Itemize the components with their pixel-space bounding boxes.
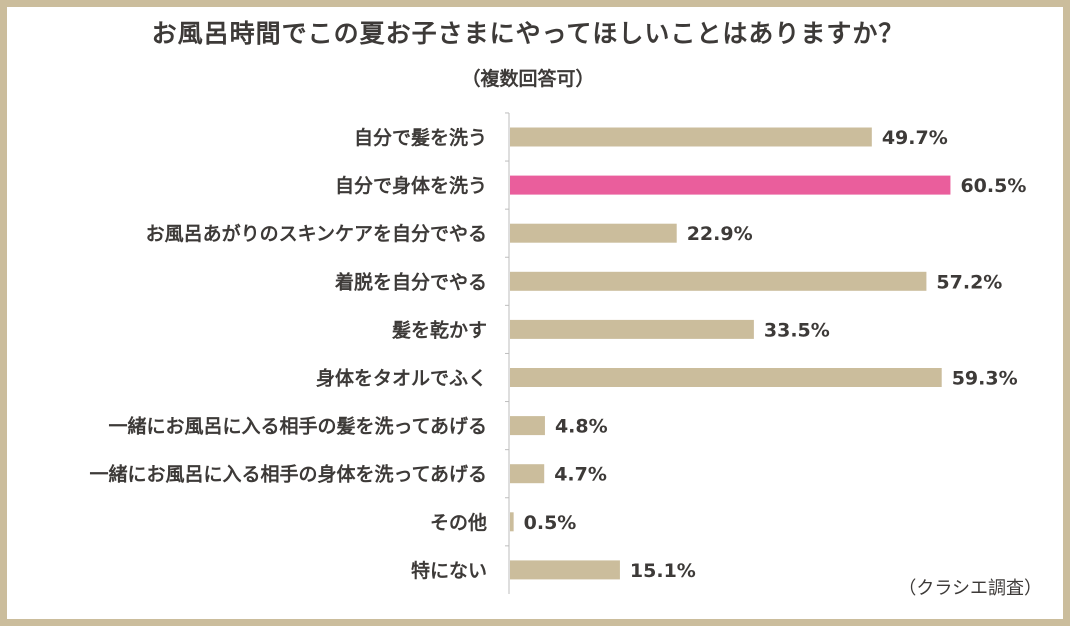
- chart-title: お風呂時間でこの夏お子さまにやってほしいことはありますか？: [151, 19, 905, 48]
- bar: [510, 368, 942, 387]
- bar: [510, 512, 514, 532]
- value-label: 33.5%: [764, 319, 830, 341]
- value-label: 59.3%: [952, 368, 1018, 390]
- value-label: 15.1%: [630, 560, 696, 582]
- category-label: 髪を乾かす: [391, 318, 487, 341]
- value-label: 4.8%: [555, 416, 608, 438]
- bar: [510, 271, 927, 291]
- category-label: 着脱を自分でやる: [335, 270, 487, 293]
- category-label: 一緒にお風呂に入る相手の髪を洗ってあげる: [109, 415, 487, 438]
- chart-subtitle: （複数回答可）: [461, 68, 595, 90]
- bar: [510, 127, 872, 147]
- value-label: 22.9%: [687, 223, 753, 245]
- bar: [510, 464, 545, 484]
- category-label: 自分で髪を洗う: [354, 126, 487, 149]
- bar: [510, 319, 754, 339]
- category-label: 身体をタオルでふく: [316, 367, 487, 390]
- category-label: 一緒にお風呂に入る相手の身体を洗ってあげる: [90, 463, 487, 486]
- bar: [510, 560, 620, 580]
- value-label: 60.5%: [960, 175, 1026, 197]
- category-label: 自分で身体を洗う: [335, 174, 487, 197]
- bar: [510, 223, 677, 243]
- category-label: その他: [430, 511, 487, 534]
- category-label: お風呂あがりのスキンケアを自分でやる: [146, 222, 487, 245]
- value-label: 0.5%: [524, 512, 577, 534]
- value-label: 49.7%: [882, 127, 948, 149]
- bar: [510, 416, 545, 436]
- value-label: 57.2%: [936, 271, 1002, 293]
- value-label: 4.7%: [554, 464, 607, 486]
- source-note: （クラシエ調査）: [898, 578, 1042, 599]
- category-label: 特にない: [411, 560, 487, 582]
- bar: [510, 175, 951, 195]
